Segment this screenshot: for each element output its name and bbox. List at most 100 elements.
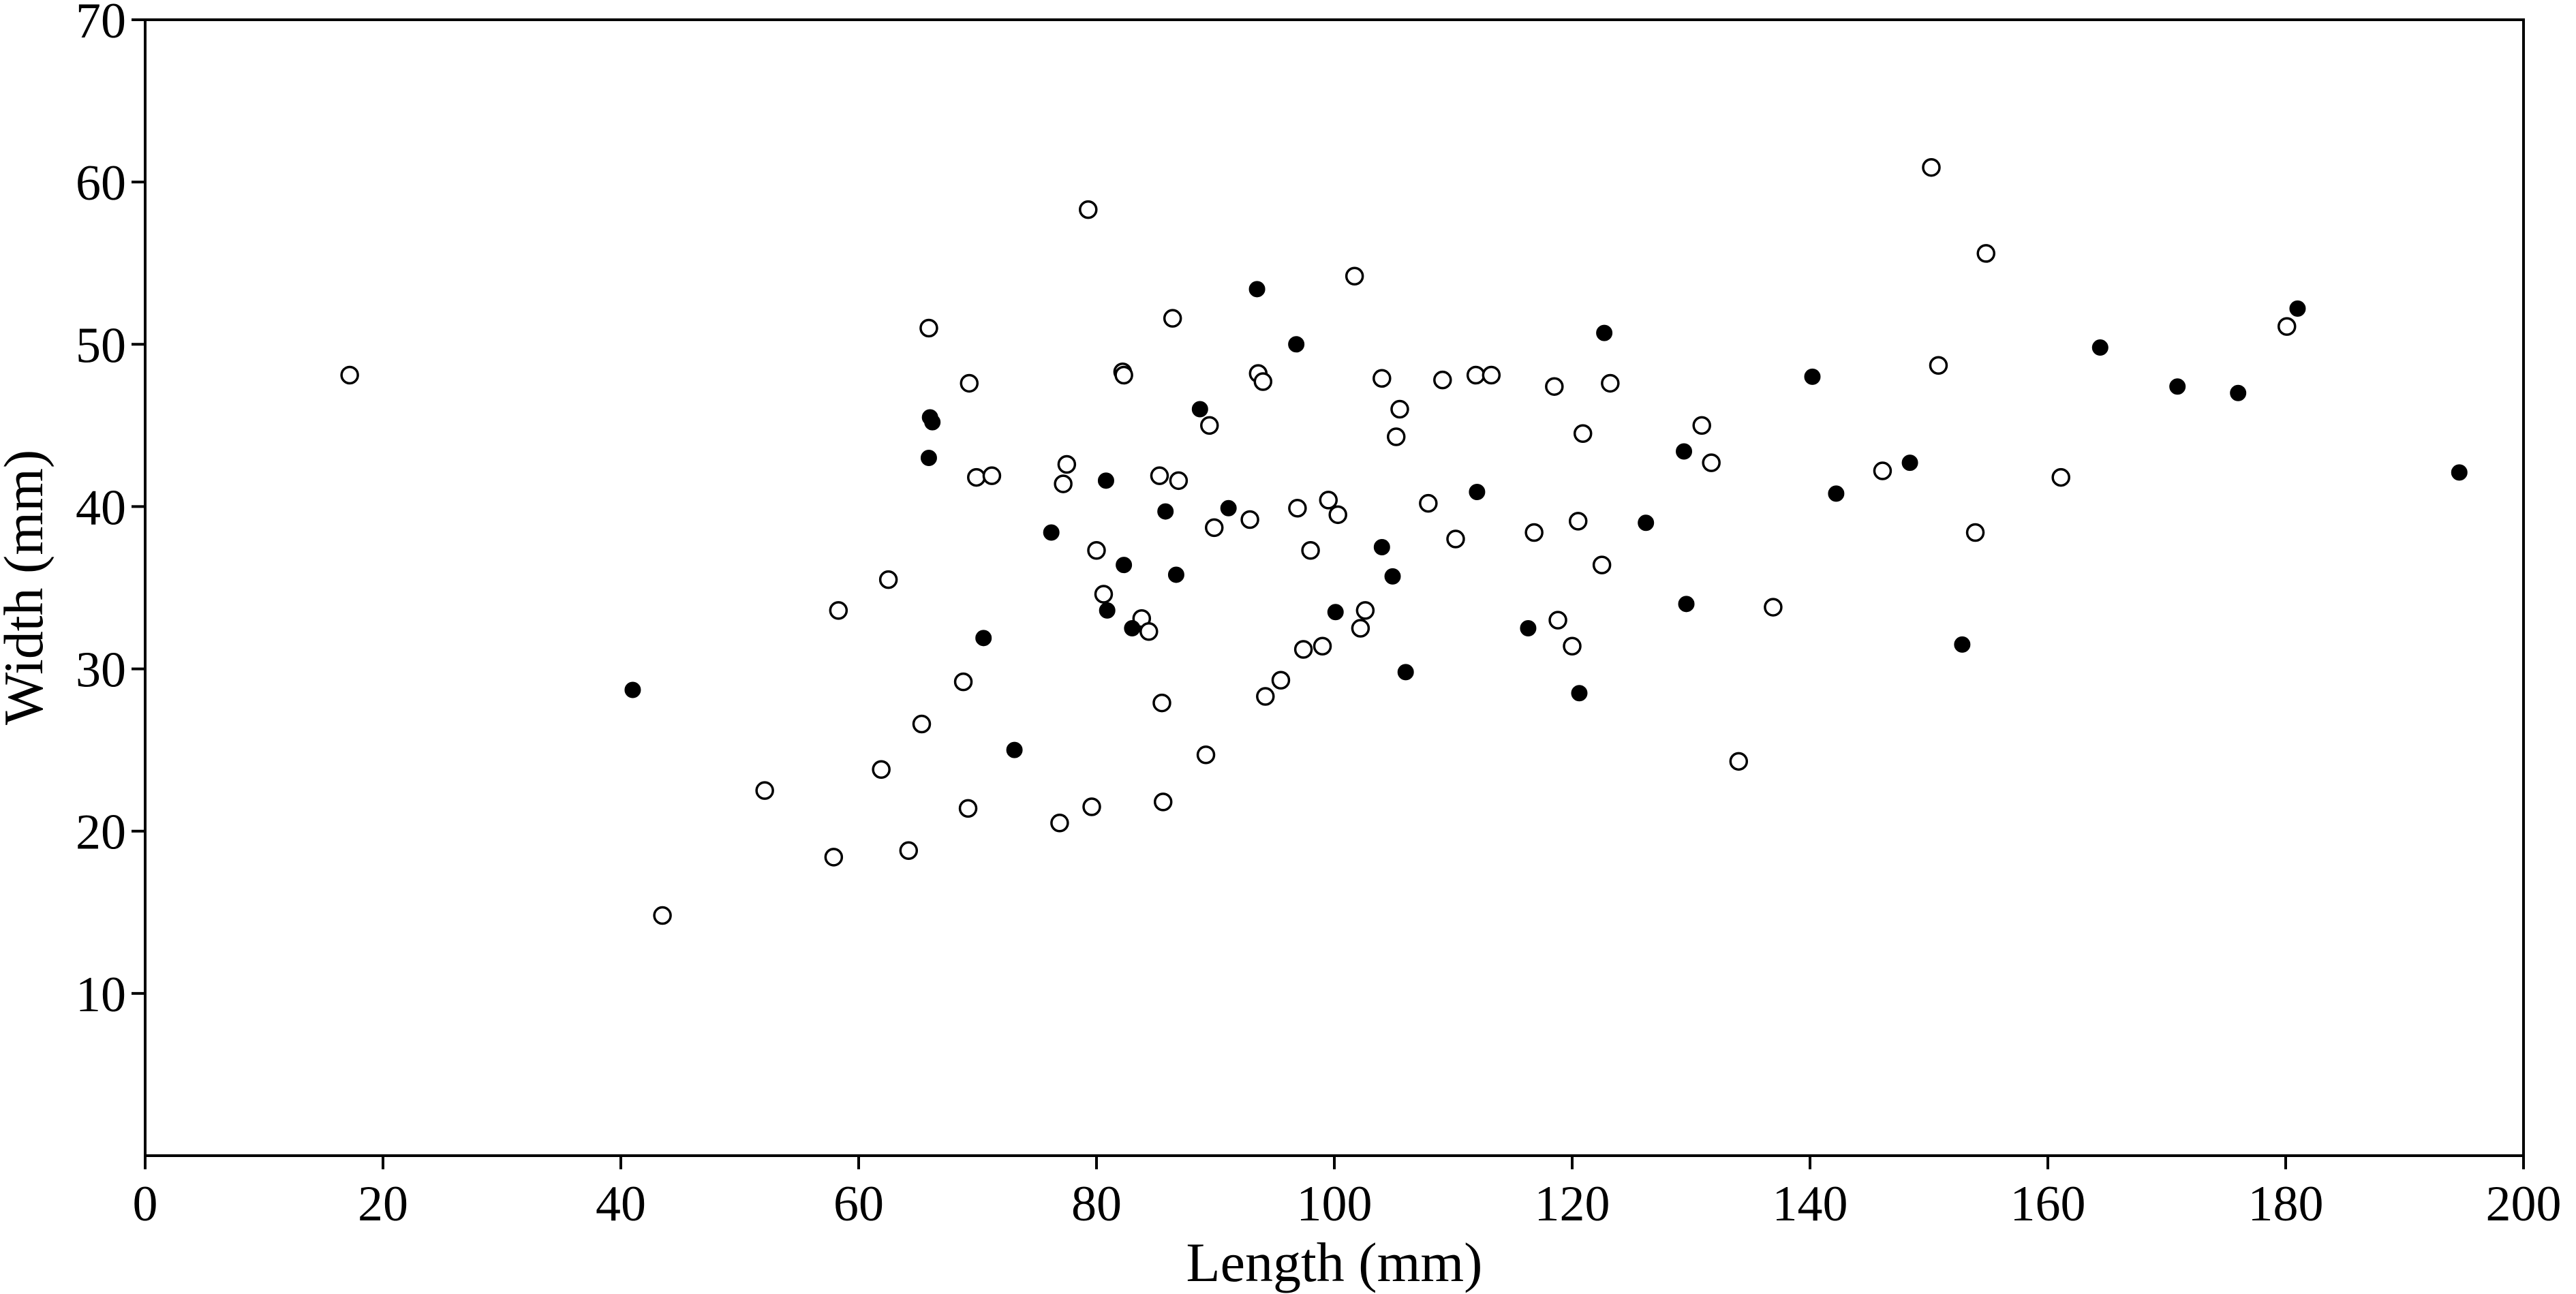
data-point-filled [975, 630, 992, 647]
data-point-open [919, 318, 938, 338]
data-point-open [912, 714, 932, 734]
data-point-filled [1327, 604, 1344, 621]
data-point-open [1271, 671, 1291, 690]
data-point-open [1729, 752, 1749, 771]
y-tick-label: 30 [76, 643, 126, 698]
data-point-open [653, 906, 672, 925]
data-point-open [1196, 745, 1216, 765]
data-point-filled [1099, 602, 1116, 619]
data-point-open [1054, 474, 1073, 493]
x-tick-label: 40 [596, 1176, 646, 1232]
data-point-open [1057, 455, 1077, 474]
x-tick-label: 80 [1071, 1176, 1122, 1232]
data-point-filled [1043, 524, 1060, 541]
data-point-open [340, 365, 359, 385]
data-point-open [1253, 372, 1273, 391]
data-point-filled [1006, 741, 1023, 758]
data-point-filled [1124, 620, 1141, 637]
data-point-filled [1520, 620, 1537, 637]
data-point-open [1293, 640, 1313, 659]
data-point-open [1163, 309, 1182, 328]
data-point-open [1563, 636, 1582, 656]
data-point-open [1976, 244, 1996, 263]
data-point-open [1169, 471, 1189, 491]
data-point-filled [1678, 596, 1695, 613]
y-tick-label: 70 [76, 0, 126, 49]
data-point-open [1319, 491, 1338, 510]
data-point-open [1205, 518, 1224, 538]
data-point-open [1328, 505, 1347, 525]
x-tick-label: 120 [1535, 1176, 1610, 1232]
data-point-filled [1469, 483, 1486, 500]
y-axis-ticks: 10 20 30 40 50 60 70 [76, 0, 145, 1023]
data-point-filled [2289, 300, 2306, 317]
x-tick-label: 200 [2486, 1176, 2562, 1232]
data-point-filled [1828, 485, 1845, 502]
data-point-filled [1571, 685, 1588, 702]
data-point-open [1087, 540, 1106, 560]
x-tick-label: 60 [833, 1176, 884, 1232]
data-point-open [1929, 356, 1948, 375]
data-point-open [1592, 555, 1612, 574]
data-point-open [1240, 510, 1259, 529]
data-point-open [1152, 693, 1171, 713]
data-point-open [1082, 797, 1101, 816]
x-axis-title: Length (mm) [1186, 1231, 1483, 1293]
data-point-open [1965, 523, 1985, 542]
data-point-filled [1954, 636, 1971, 653]
data-point-filled [1157, 503, 1174, 520]
data-point-open [1568, 512, 1588, 531]
y-axis-title: Width (mm) [0, 450, 55, 725]
data-point-open [899, 841, 919, 861]
data-point-open [982, 466, 1002, 485]
plot-frame [144, 18, 2525, 1157]
data-point-open [878, 570, 898, 589]
data-point-filled [1248, 281, 1266, 298]
data-point-filled [624, 681, 641, 698]
data-point-filled [1397, 664, 1414, 681]
data-point-open [1702, 453, 1721, 472]
data-point-open [1482, 365, 1501, 385]
data-point-open [960, 373, 979, 393]
data-point-filled [1901, 455, 1918, 472]
data-point-open [1601, 373, 1620, 393]
data-point-open [1200, 416, 1219, 435]
data-point-open [2277, 317, 2297, 336]
x-tick-label: 180 [2248, 1176, 2324, 1232]
x-tick-label: 20 [358, 1176, 408, 1232]
data-point-open [1524, 523, 1544, 542]
x-tick-label: 0 [133, 1176, 158, 1232]
data-point-filled [1676, 443, 1693, 460]
data-point-filled [1191, 401, 1208, 418]
data-point-filled [2091, 339, 2109, 356]
data-point-open [1139, 622, 1159, 641]
data-point-open [967, 467, 986, 487]
data-point-open [1922, 157, 1941, 177]
data-point-open [1386, 427, 1406, 446]
data-point-open [1873, 461, 1892, 480]
x-tick-label: 140 [1773, 1176, 1848, 1232]
data-point-filled [1373, 538, 1390, 555]
data-point-open [1373, 369, 1392, 388]
data-point-open [1150, 466, 1169, 485]
data-point-filled [1116, 557, 1133, 574]
data-point-open [1256, 687, 1275, 706]
data-point-filled [1167, 566, 1184, 583]
data-point-open [1153, 792, 1173, 812]
data-point-open [872, 760, 891, 779]
data-point-open [1050, 814, 1069, 833]
data-point-filled [2230, 384, 2247, 401]
y-tick-label: 40 [76, 480, 126, 536]
data-point-filled [1596, 324, 1613, 341]
y-tick-label: 50 [76, 318, 126, 373]
data-point-filled [1384, 568, 1401, 585]
data-point-open [1573, 424, 1593, 444]
data-point-open [958, 799, 978, 818]
data-point-open [1692, 416, 1711, 435]
data-point-filled [1638, 514, 1655, 532]
y-tick-label: 20 [76, 805, 126, 861]
data-point-open [1433, 370, 1452, 390]
data-point-open [1764, 598, 1783, 617]
data-point-open [1313, 636, 1332, 656]
